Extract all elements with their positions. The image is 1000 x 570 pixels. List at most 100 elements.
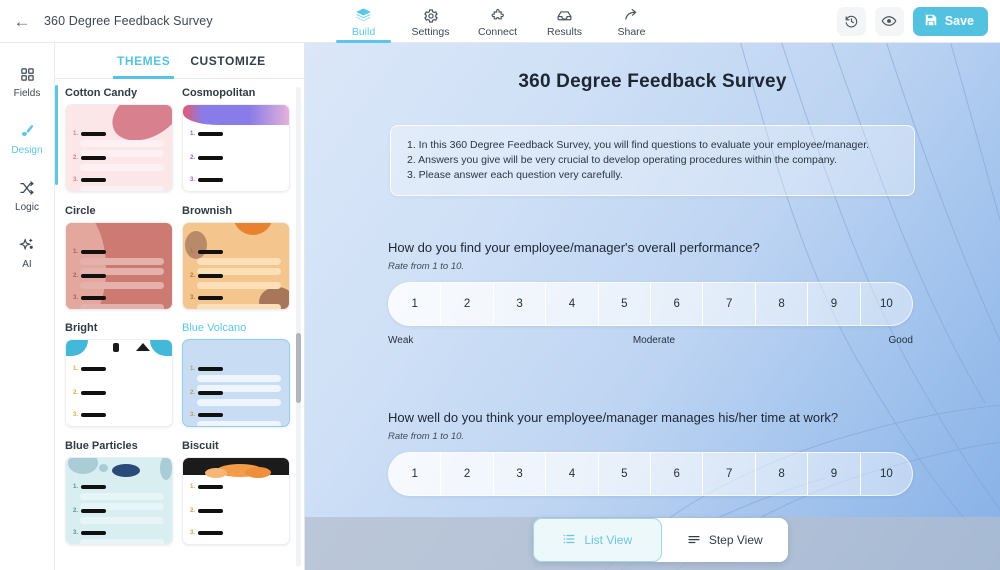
breadcrumb: ← 360 Degree Feedback Survey bbox=[0, 11, 330, 31]
scale-cell-1[interactable]: 1 bbox=[389, 283, 442, 325]
theme-preview-card[interactable]: 1. 2. 3. bbox=[65, 456, 173, 545]
theme-preview-card[interactable]: 1. 2. 3. bbox=[182, 104, 290, 192]
sidebar-item-fields[interactable]: Fields bbox=[0, 53, 54, 110]
paintbrush-icon bbox=[19, 122, 35, 141]
theme-card-row-bar bbox=[198, 367, 224, 371]
scale-label-mid: Moderate bbox=[632, 335, 676, 346]
tab-connect[interactable]: Connect bbox=[464, 0, 531, 43]
sidebar-item-design[interactable]: Design bbox=[0, 110, 54, 167]
theme-card-row-bar bbox=[81, 156, 107, 160]
tab-themes[interactable]: THEMES bbox=[107, 43, 180, 79]
tab-settings[interactable]: Settings bbox=[397, 0, 464, 43]
scale-cell-3[interactable]: 3 bbox=[493, 283, 547, 325]
sidebar-item-ai[interactable]: AI bbox=[0, 224, 54, 281]
scale-cell-5[interactable]: 5 bbox=[598, 283, 652, 325]
save-button-label: Save bbox=[944, 14, 974, 28]
theme-cell[interactable]: Circle 1. 2. 3. bbox=[65, 205, 173, 316]
scale-cell-7[interactable]: 7 bbox=[703, 453, 756, 495]
theme-card-row-number: 1. bbox=[190, 131, 196, 137]
scale-cell-6[interactable]: 6 bbox=[651, 283, 704, 325]
tab-build[interactable]: Build bbox=[330, 0, 397, 43]
form-preview: 360 Degree Feedback Survey 1. In this 36… bbox=[305, 43, 1000, 570]
theme-card-row-bar bbox=[198, 132, 224, 136]
step-view-label: Step View bbox=[708, 533, 763, 547]
theme-card-row-number: 3. bbox=[73, 529, 79, 536]
scale-cell-2[interactable]: 2 bbox=[441, 283, 494, 325]
theme-cell[interactable]: Blue Particles 1. 2. 3. bbox=[65, 440, 173, 551]
scale-cell-1[interactable]: 1 bbox=[389, 453, 442, 495]
theme-card-row: 1. bbox=[73, 366, 107, 372]
theme-card-row: 1. bbox=[190, 483, 224, 490]
rating-scale[interactable]: 1 2 3 4 5 6 7 8 9 10 bbox=[388, 282, 913, 326]
theme-card-row: 2. bbox=[190, 272, 224, 279]
theme-card-row-bar bbox=[198, 413, 224, 417]
theme-preview-card[interactable]: 1. 2. 3. bbox=[182, 339, 290, 427]
theme-cell[interactable]: Blue Volcano 1. 2. 3. bbox=[182, 322, 290, 433]
scale-cell-6[interactable]: 6 bbox=[651, 453, 704, 495]
theme-card-row-number: 2. bbox=[190, 390, 196, 396]
scale-cell-4[interactable]: 4 bbox=[546, 283, 599, 325]
scale-cell-2[interactable]: 2 bbox=[441, 453, 494, 495]
tab-results-label: Results bbox=[546, 26, 582, 38]
theme-card-row: 3. bbox=[73, 177, 107, 183]
theme-card-row-field bbox=[197, 303, 281, 309]
theme-card-row-number: 2. bbox=[73, 272, 79, 279]
theme-grid: Cotton Candy 1. 2. 3. Cosmopolitan 1. 2. 3. Circ… bbox=[55, 79, 304, 570]
theme-card-row-field bbox=[80, 281, 164, 289]
theme-card-row: 3. bbox=[190, 177, 224, 183]
tab-share[interactable]: Share bbox=[598, 0, 665, 43]
question-title: How do you find your employee/manager's … bbox=[388, 240, 760, 255]
left-rail: Fields Design Logic bbox=[0, 43, 55, 570]
theme-card-row-bar bbox=[81, 413, 107, 417]
theme-card-row-number: 3. bbox=[190, 177, 196, 183]
theme-card-row-number: 1. bbox=[73, 248, 79, 255]
theme-card-row-number: 1. bbox=[73, 366, 79, 372]
theme-card-row-bar bbox=[81, 484, 107, 489]
gear-icon bbox=[423, 7, 439, 24]
puzzle-icon bbox=[490, 7, 506, 24]
scale-cell-5[interactable]: 5 bbox=[598, 453, 652, 495]
theme-preview-card[interactable]: 1. 2. 3. bbox=[182, 456, 290, 545]
theme-preview-card[interactable]: 1. 2. 3. bbox=[65, 104, 173, 192]
step-view-button[interactable]: Step View bbox=[662, 518, 789, 562]
theme-cell[interactable]: Cosmopolitan 1. 2. 3. bbox=[182, 87, 290, 198]
rating-scale[interactable]: 1 2 3 4 5 6 7 8 9 10 bbox=[388, 452, 913, 496]
scale-cell-9[interactable]: 9 bbox=[808, 453, 861, 495]
theme-card-row-bar bbox=[81, 273, 107, 278]
save-button[interactable]: Save bbox=[912, 6, 988, 36]
theme-card-row-field bbox=[80, 257, 164, 265]
scale-cell-7[interactable]: 7 bbox=[703, 283, 756, 325]
theme-cell[interactable]: Biscuit 1. 2. 3. bbox=[182, 440, 290, 551]
arrow-left-icon[interactable]: ← bbox=[13, 11, 31, 31]
panel-scrollbar-track bbox=[296, 87, 301, 567]
panel-scrollbar-thumb[interactable] bbox=[296, 333, 301, 403]
sparkles-icon bbox=[19, 236, 35, 255]
theme-name: Bright bbox=[65, 322, 98, 334]
theme-preview-card[interactable]: 1. 2. 3. bbox=[65, 221, 173, 310]
scale-cell-10[interactable]: 10 bbox=[860, 283, 912, 325]
tab-results[interactable]: Results bbox=[531, 0, 598, 43]
theme-card-row-number: 1. bbox=[190, 483, 196, 490]
list-view-button[interactable]: List View bbox=[533, 518, 662, 562]
theme-card-row-number: 2. bbox=[190, 272, 196, 279]
scale-cell-8[interactable]: 8 bbox=[755, 283, 809, 325]
sidebar-item-logic[interactable]: Logic bbox=[0, 167, 54, 224]
tab-customize[interactable]: CUSTOMIZE bbox=[190, 53, 266, 68]
scale-cell-10[interactable]: 10 bbox=[860, 453, 912, 495]
theme-preview-card[interactable]: 1. 2. 3. bbox=[182, 221, 290, 310]
scale-cell-9[interactable]: 9 bbox=[808, 283, 861, 325]
scale-cell-3[interactable]: 3 bbox=[493, 453, 547, 495]
theme-cell[interactable]: Bright 1. 2. 3. bbox=[65, 322, 173, 433]
theme-cell[interactable]: Brownish 1. 2. 3. bbox=[182, 205, 290, 316]
theme-cell[interactable]: Cotton Candy 1. 2. 3. bbox=[65, 87, 173, 198]
theme-preview-card[interactable]: 1. 2. 3. bbox=[65, 339, 173, 427]
eye-icon[interactable] bbox=[874, 6, 904, 36]
step-lines-icon bbox=[687, 532, 701, 549]
history-clock-icon[interactable] bbox=[836, 6, 866, 36]
design-panel: THEMES CUSTOMIZE Cotton Candy 1. 2. 3. Cosmo… bbox=[55, 43, 305, 570]
theme-card-row-field bbox=[80, 516, 164, 524]
top-bar: ← 360 Degree Feedback Survey Build bbox=[0, 0, 1000, 43]
scale-cell-4[interactable]: 4 bbox=[546, 453, 599, 495]
theme-card-row-field bbox=[80, 502, 164, 510]
scale-cell-8[interactable]: 8 bbox=[755, 453, 809, 495]
